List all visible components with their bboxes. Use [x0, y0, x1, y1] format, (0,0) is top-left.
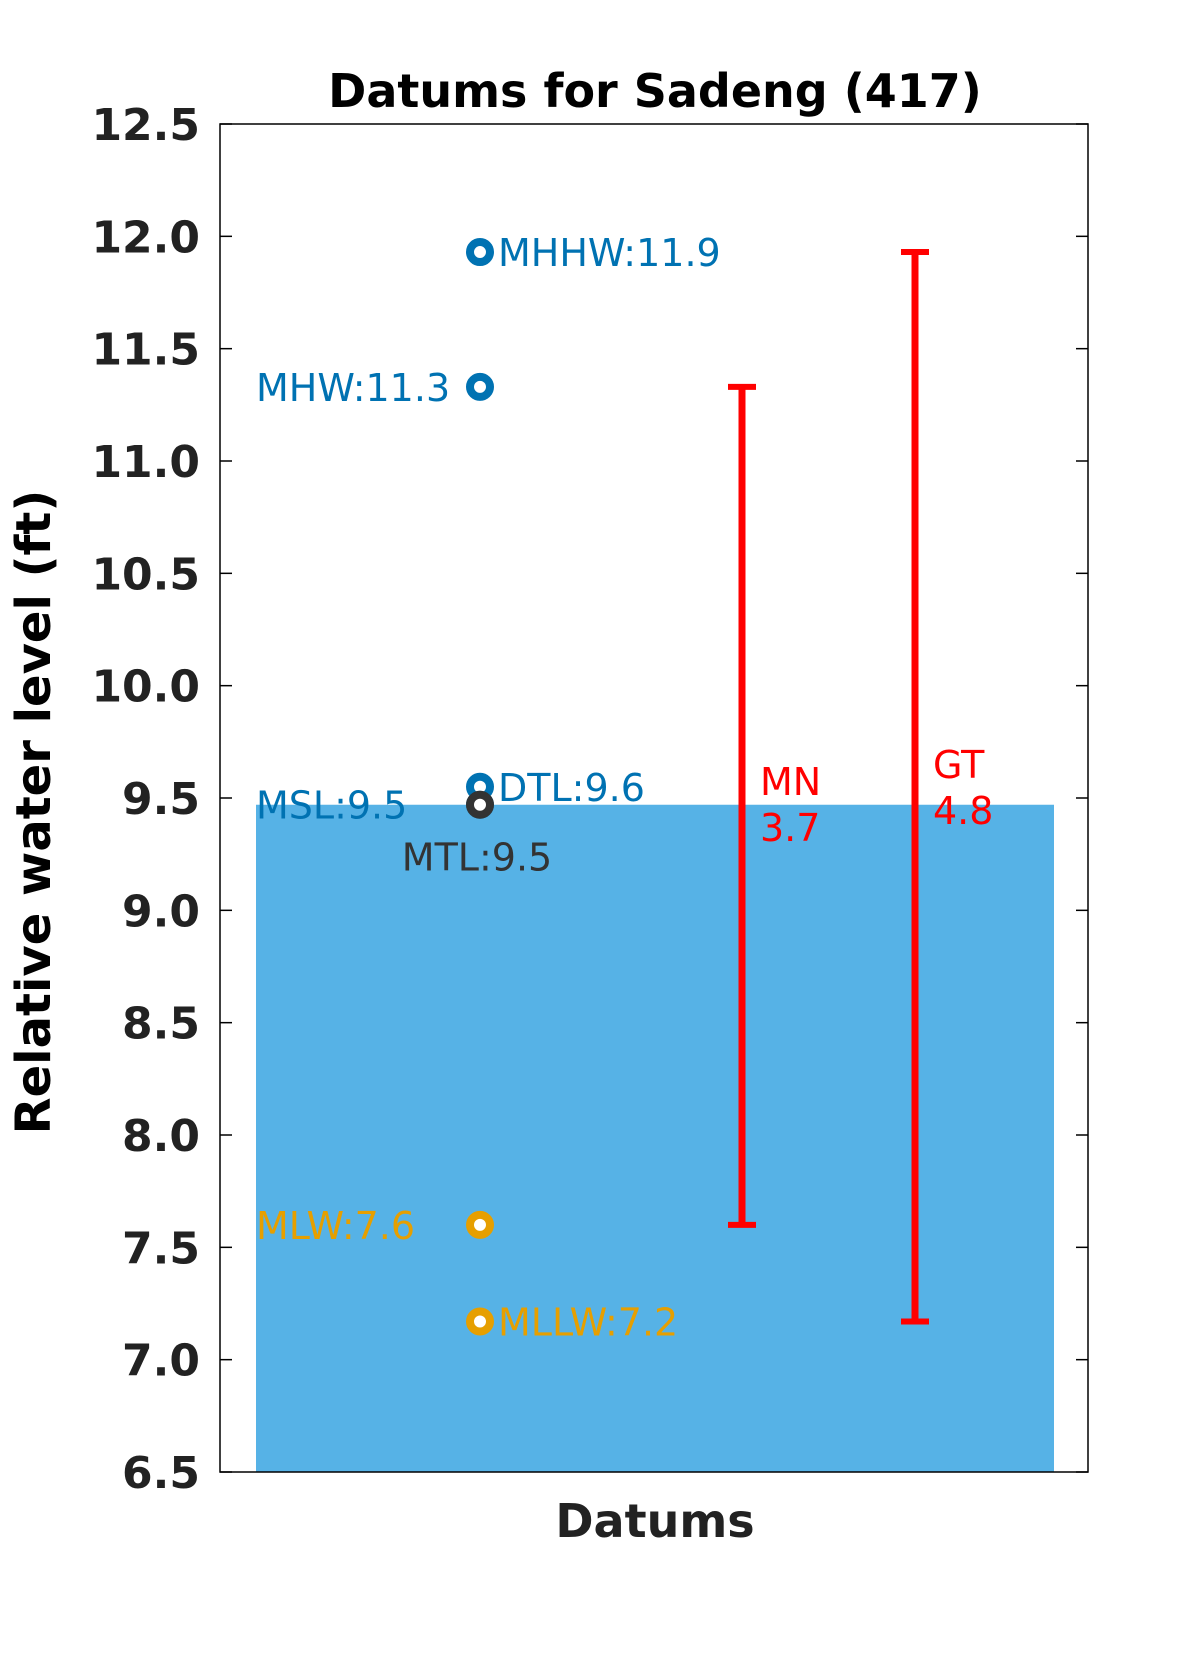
datum-point-mlw: MLW:7.6 — [256, 1204, 494, 1248]
y-tick-label: 11.5 — [91, 325, 200, 376]
range-name-label: MN — [760, 760, 821, 804]
datum-label: MLLW:7.2 — [498, 1300, 678, 1344]
y-tick-label: 8.0 — [122, 1111, 200, 1162]
y-tick-label: 10.5 — [91, 549, 200, 600]
datum-point-mhw: MHW:11.3 — [256, 366, 494, 410]
background-bar — [256, 804, 1054, 1472]
datum-point-mllw: MLLW:7.2 — [466, 1300, 678, 1344]
y-axis-label: Relative water level (ft) — [6, 490, 62, 1135]
datum-label: DTL:9.6 — [498, 766, 645, 810]
datum-marker — [466, 238, 494, 267]
range-name-label: GT — [933, 743, 985, 787]
datum-point-dtl: DTL:9.6 — [466, 766, 645, 810]
y-tick-label: 6.5 — [122, 1448, 200, 1499]
y-tick-label: 8.5 — [122, 999, 200, 1050]
datum-marker — [466, 790, 494, 819]
y-tick-label: 12.0 — [91, 212, 200, 263]
plot-area: 6.5 7.0 7.5 8.0 8.5 9.0 9.5 10.0 10.5 11.0 11.5 12.… — [91, 100, 1089, 1499]
range-mn: MN3.7 — [728, 383, 821, 1228]
datum-label: MSL:9.5 — [256, 784, 407, 828]
datum-marker — [466, 1307, 494, 1336]
y-tick-label: 9.0 — [122, 886, 200, 937]
y-tick-label: 7.0 — [122, 1336, 200, 1387]
range-value-label: 3.7 — [760, 806, 820, 850]
datum-marker — [466, 1210, 494, 1239]
y-tick-label: 12.5 — [91, 100, 200, 151]
datum-label: MTL:9.5 — [402, 836, 552, 880]
datum-label: MHW:11.3 — [256, 366, 450, 410]
datum-point-mtl: MTL:9.5 — [402, 790, 552, 880]
range-value-label: 4.8 — [933, 789, 993, 833]
x-axis-label: Datums — [555, 1494, 754, 1548]
datum-label: MHHW:11.9 — [498, 231, 721, 275]
y-tick-label: 7.5 — [122, 1223, 200, 1274]
datum-label: MLW:7.6 — [256, 1204, 415, 1248]
datum-point-mhhw: MHHW:11.9 — [466, 231, 721, 275]
y-tick-label: 9.5 — [122, 774, 200, 825]
datum-marker — [466, 372, 494, 401]
y-tick-label: 10.0 — [91, 662, 200, 713]
chart-title: Datums for Sadeng (417) — [328, 64, 982, 118]
range-gt: GT4.8 — [901, 249, 993, 1325]
y-tick-label: 11.0 — [91, 437, 200, 488]
